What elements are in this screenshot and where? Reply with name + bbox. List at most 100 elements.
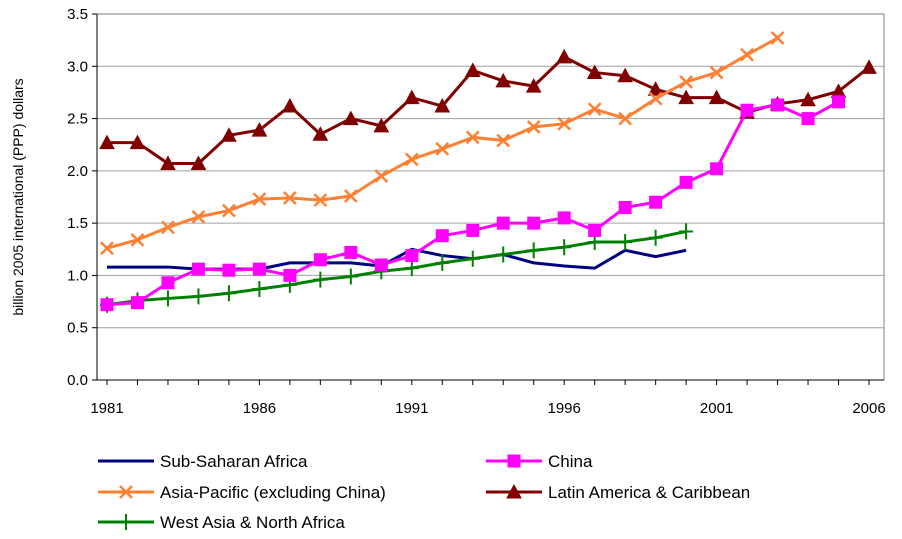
- data-point-marker: [313, 253, 327, 267]
- data-point-marker: [119, 514, 133, 530]
- y-tick-label: 0.5: [67, 320, 88, 337]
- data-point-marker: [496, 133, 511, 148]
- data-point-marker: [252, 192, 267, 206]
- data-point-marker: [679, 223, 694, 240]
- x-tick-label: 2006: [852, 400, 885, 417]
- data-point-marker: [191, 262, 205, 276]
- data-point-marker: [119, 485, 133, 499]
- data-point-marker: [282, 191, 297, 205]
- data-point-marker: [465, 250, 480, 267]
- data-point-marker: [161, 276, 175, 290]
- data-point-marker: [648, 229, 663, 246]
- data-point-marker: [374, 169, 389, 183]
- data-point-marker: [861, 59, 877, 74]
- legend-label: West Asia & North Africa: [160, 513, 345, 532]
- data-point-marker: [832, 95, 846, 109]
- data-point-marker: [556, 48, 573, 64]
- data-point-marker: [557, 116, 572, 131]
- y-axis-title: billion 2005 international (PPP) dollars: [10, 78, 26, 315]
- data-point-marker: [435, 142, 450, 156]
- data-point-marker: [525, 78, 542, 93]
- data-point-marker: [647, 81, 664, 96]
- data-point-marker: [99, 134, 115, 150]
- y-tick-label: 3.5: [67, 6, 88, 23]
- legend-item: Sub-Saharan Africa: [98, 452, 308, 471]
- data-point-marker: [129, 134, 146, 150]
- data-point-marker: [343, 110, 359, 126]
- data-point-marker: [648, 91, 663, 106]
- data-point-marker: [373, 117, 390, 133]
- legend-item: Latin America & Caribbean: [486, 483, 750, 502]
- data-point-marker: [801, 112, 815, 126]
- data-point-marker: [526, 120, 541, 134]
- data-point-marker: [100, 298, 114, 312]
- data-point-marker: [678, 89, 694, 105]
- data-point-marker: [557, 211, 571, 225]
- data-point-marker: [506, 483, 522, 499]
- data-point-marker: [313, 271, 328, 288]
- x-tick-label: 1981: [90, 400, 123, 417]
- data-point-marker: [679, 75, 694, 89]
- data-point-marker: [586, 64, 603, 80]
- data-point-marker: [466, 223, 480, 237]
- data-point-marker: [496, 246, 511, 263]
- legend-item: China: [486, 452, 593, 471]
- data-point-marker: [435, 229, 449, 243]
- data-point-marker: [221, 285, 236, 302]
- x-tick-label: 1986: [243, 400, 276, 417]
- legend-item: West Asia & North Africa: [98, 513, 345, 532]
- data-point-marker: [251, 122, 268, 137]
- data-point-marker: [618, 200, 632, 214]
- data-point-marker: [160, 155, 176, 171]
- data-point-marker: [252, 281, 267, 298]
- legend: Sub-Saharan Africa China Asia-Pacific (exc…: [98, 452, 750, 532]
- series-west-asia-north-africa: [100, 223, 694, 313]
- data-point-marker: [434, 97, 451, 113]
- data-point-marker: [649, 195, 663, 209]
- series-group: [99, 31, 877, 313]
- y-tick-label: 2.0: [67, 163, 88, 180]
- data-point-marker: [526, 242, 541, 259]
- x-tick-label: 1991: [395, 400, 428, 417]
- data-point-marker: [527, 216, 541, 230]
- data-point-marker: [222, 263, 236, 277]
- data-point-marker: [312, 126, 329, 141]
- data-point-marker: [404, 152, 419, 167]
- data-point-marker: [130, 232, 145, 247]
- data-point-marker: [161, 220, 175, 235]
- legend-label: China: [548, 452, 593, 471]
- legend-label: Asia-Pacific (excluding China): [160, 483, 386, 502]
- data-point-marker: [344, 245, 358, 259]
- y-tick-label: 3.0: [67, 58, 88, 75]
- data-point-marker: [557, 239, 572, 256]
- data-point-marker: [221, 127, 237, 142]
- data-point-marker: [100, 241, 114, 256]
- x-tick-label: 2001: [700, 400, 733, 417]
- data-point-marker: [465, 130, 480, 145]
- data-point-marker: [282, 97, 298, 113]
- data-point-marker: [588, 223, 602, 237]
- legend-label: Latin America & Caribbean: [548, 483, 750, 502]
- data-point-marker: [708, 89, 725, 105]
- data-point-marker: [252, 262, 266, 276]
- data-point-marker: [130, 296, 144, 310]
- data-point-marker: [709, 65, 724, 80]
- data-point-marker: [190, 155, 207, 171]
- data-point-marker: [618, 111, 633, 126]
- series-china: [100, 95, 846, 312]
- data-point-marker: [710, 162, 724, 176]
- data-point-marker: [405, 249, 419, 263]
- data-point-marker: [464, 62, 481, 77]
- data-point-marker: [800, 91, 816, 107]
- data-point-marker: [313, 193, 328, 208]
- data-point-marker: [343, 268, 358, 285]
- data-point-marker: [403, 89, 420, 105]
- data-point-marker: [740, 103, 754, 117]
- data-point-marker: [404, 260, 419, 277]
- data-point-marker: [283, 268, 297, 282]
- legend-item: Asia-Pacific (excluding China): [98, 483, 386, 502]
- y-tick-label: 1.0: [67, 267, 88, 284]
- data-point-marker: [343, 189, 358, 203]
